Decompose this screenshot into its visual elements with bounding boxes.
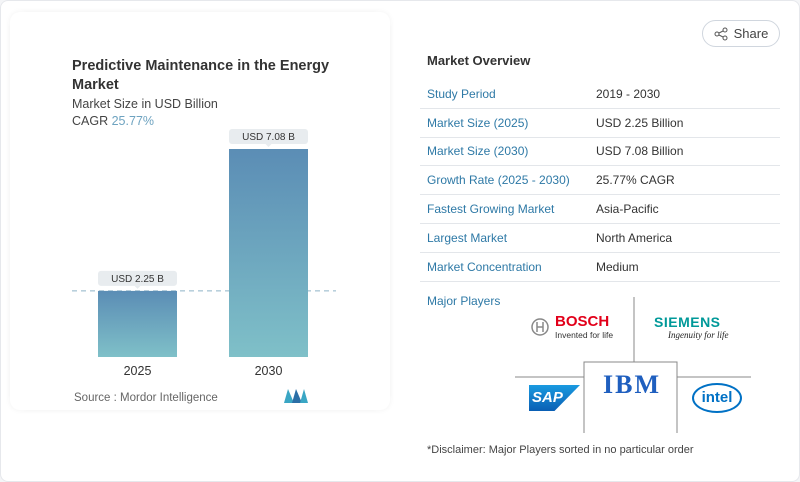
row-value: USD 2.25 Billion [596, 115, 684, 130]
data-label: USD 2.25 B [111, 274, 164, 285]
row-value: Asia-Pacific [596, 202, 659, 217]
source-text: Source : Mordor Intelligence [74, 392, 218, 404]
row-key: Market Size (2025) [427, 115, 529, 130]
row-value: USD 7.08 Billion [596, 144, 684, 159]
row-key: Fastest Growing Market [427, 202, 555, 217]
chart-card [10, 12, 390, 410]
x-tick-label: 2030 [255, 364, 283, 378]
row-value: North America [596, 230, 673, 245]
table-row: Market Size (2030) USD 7.08 Billion [420, 138, 780, 167]
siemens-logo: SIEMENS Ingenuity for life [654, 314, 729, 340]
disclaimer: *Disclaimer: Major Players sorted in no … [427, 444, 694, 456]
intel-logo: intel [692, 383, 742, 413]
cagr: CAGR 25.77% [72, 114, 154, 128]
table-row: Market Concentration Medium [420, 253, 780, 282]
table-row: Growth Rate (2025 - 2030) 25.77% CAGR [420, 166, 780, 196]
x-tick-label: 2025 [124, 364, 152, 378]
cagr-label: CAGR [72, 114, 109, 128]
bar-2025 [98, 290, 177, 357]
share-icon [714, 27, 728, 40]
table-row: Study Period 2019 - 2030 [420, 80, 780, 109]
chart-title: Predictive Maintenance in the Energy Mar… [72, 58, 330, 93]
row-key: Growth Rate (2025 - 2030) [427, 173, 570, 188]
overview-table: Study Period 2019 - 2030 Market Size (202… [420, 80, 780, 282]
bar-2030 [229, 149, 308, 357]
bosch-logo: BOSCH Invented for life [531, 313, 613, 340]
row-key: Largest Market [427, 230, 508, 245]
share-label: Share [733, 26, 769, 41]
siemens-name: SIEMENS [654, 314, 721, 330]
siemens-tagline: Ingenuity for life [668, 330, 729, 340]
row-value: Medium [596, 259, 639, 274]
data-label-pointer [265, 144, 272, 147]
row-key: Market Size (2030) [427, 144, 529, 159]
share-button[interactable]: Share [702, 20, 780, 47]
player-grid-lines [515, 297, 751, 433]
table-row: Market Size (2025) USD 2.25 Billion [420, 109, 780, 138]
cagr-value: 25.77% [111, 114, 155, 128]
bar-chart: USD 2.25 B 2025 USD 7.08 B 2030 [72, 129, 336, 378]
data-label-bg [98, 270, 177, 286]
bosch-emblem-icon [531, 317, 549, 336]
table-row: Fastest Growing Market Asia-Pacific [420, 195, 780, 224]
bosch-tagline: Invented for life [555, 330, 614, 340]
data-label-pointer [134, 285, 141, 289]
chart-subtitle: Market Size in USD Billion [72, 97, 218, 111]
table-row: Largest Market North America [420, 224, 780, 253]
row-value: 2019 - 2030 [596, 86, 661, 101]
row-key: Market Concentration [427, 259, 542, 274]
ibm-logo: IBM [603, 370, 661, 399]
row-key: Study Period [427, 86, 496, 101]
market-overview-title: Market Overview [427, 53, 531, 68]
mordor-logo-icon [284, 389, 308, 403]
data-label-bg [229, 129, 308, 144]
row-value: 25.77% CAGR [596, 173, 675, 188]
data-label: USD 7.08 B [242, 132, 295, 143]
bosch-name: BOSCH [555, 313, 610, 330]
major-players-label: Major Players [427, 294, 501, 308]
